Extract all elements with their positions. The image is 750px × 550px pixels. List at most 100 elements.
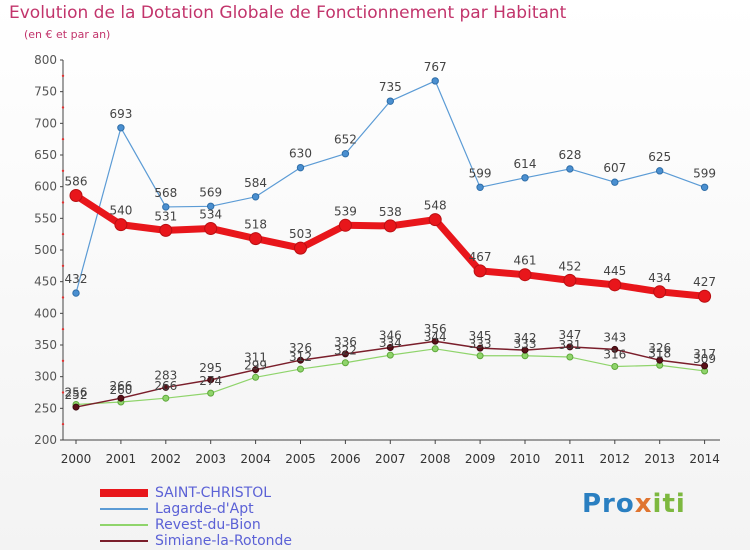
x-tick-label: 2007 [375, 452, 406, 466]
data-label: 693 [109, 107, 132, 121]
data-point [386, 97, 394, 105]
x-tick-label: 2002 [151, 452, 182, 466]
data-label: 345 [469, 329, 492, 343]
x-tick-label: 2012 [600, 452, 631, 466]
brand-logo: Proxiti [582, 489, 686, 519]
legend-swatch [100, 489, 148, 497]
data-point [207, 376, 215, 384]
data-label: 534 [199, 207, 222, 221]
data-point [476, 183, 484, 192]
x-tick-label: 2008 [420, 452, 451, 466]
data-label: 452 [558, 259, 581, 273]
series-0 [69, 189, 712, 303]
data-label: 599 [693, 166, 716, 180]
data-label: 538 [379, 205, 402, 219]
data-label: 467 [469, 250, 492, 264]
data-point [566, 343, 574, 351]
data-point [431, 337, 439, 345]
y-tick-label: 700 [34, 116, 57, 130]
series-1 [72, 77, 709, 297]
data-label: 630 [289, 147, 312, 161]
data-label: 333 [514, 337, 537, 351]
data-label: 316 [603, 348, 626, 362]
data-label: 568 [154, 186, 177, 200]
data-point [338, 218, 352, 232]
data-point [72, 289, 80, 297]
data-point [656, 356, 664, 364]
data-label: 652 [334, 133, 357, 147]
data-point [521, 352, 529, 360]
y-tick-label: 550 [34, 211, 57, 225]
data-point [473, 264, 487, 278]
data-label: 427 [693, 275, 716, 289]
data-label: 317 [693, 347, 716, 361]
y-tick-label: 300 [34, 370, 57, 384]
data-label: 614 [514, 157, 537, 171]
series-0-labels: 586 540 531 534 518 503 539 538 548 467 461 452 445 4… [65, 175, 717, 290]
data-label: 540 [109, 204, 132, 218]
data-label: 599 [469, 166, 492, 180]
data-point [341, 350, 349, 358]
y-tick-label: 650 [34, 148, 57, 162]
data-label: 434 [648, 271, 671, 285]
data-label: 274 [199, 374, 222, 388]
data-label: 461 [514, 254, 537, 268]
data-point [117, 394, 125, 402]
y-tick-label: 250 [34, 401, 57, 415]
data-label: 318 [648, 346, 671, 360]
data-point [656, 167, 664, 175]
y-minor-tick [61, 201, 65, 204]
data-point [386, 351, 394, 359]
y-minor-tick [61, 74, 65, 78]
series-1-labels: 432 693 568 569 584 630 652 735 767 599 614 628 607 6… [65, 60, 717, 286]
data-point [297, 356, 304, 364]
data-label: 260 [109, 383, 132, 397]
data-point [249, 232, 263, 246]
data-point [611, 178, 619, 186]
x-tick-label: 2006 [330, 452, 361, 466]
y-axis-ticks: 200 250 300 350 400 450 500 550 600 650 700 750 800 [34, 53, 65, 447]
data-label: 326 [648, 341, 671, 355]
chart-subtitle: (en € et par an) [24, 28, 111, 41]
y-minor-tick [61, 327, 65, 331]
data-point [69, 189, 83, 203]
data-label: 266 [109, 379, 132, 393]
data-point [521, 174, 529, 182]
data-label: 432 [65, 272, 88, 286]
data-point [653, 285, 667, 299]
data-point [162, 383, 170, 391]
data-point [431, 345, 439, 353]
data-point [608, 278, 622, 292]
data-point [294, 241, 307, 255]
y-tick-label: 500 [34, 243, 57, 257]
data-label: 356 [424, 322, 447, 336]
data-label: 342 [514, 331, 537, 345]
data-point [117, 124, 125, 132]
x-tick-label: 2004 [240, 452, 271, 466]
x-tick-label: 2001 [106, 452, 137, 466]
data-label: 326 [289, 341, 312, 355]
chart-title: Evolution de la Dotation Globale de Fonc… [9, 3, 567, 23]
data-label: 295 [199, 361, 222, 375]
data-label: 586 [65, 175, 88, 189]
line-chart: 2002503003504004505005506006507007508002… [34, 53, 720, 466]
data-point [297, 365, 304, 373]
legend-label: Simiane-la-Rotonde [155, 533, 293, 549]
legend-label: Lagarde-d'Apt [155, 501, 254, 517]
data-label: 312 [289, 350, 312, 364]
y-minor-tick [61, 359, 65, 363]
y-minor-tick [61, 106, 65, 109]
data-label: 283 [154, 368, 177, 382]
legend-label: SAINT-CHRISTOL [155, 485, 272, 501]
data-label: 607 [603, 161, 626, 175]
data-label: 531 [154, 209, 177, 223]
data-label: 548 [424, 199, 447, 213]
y-minor-tick [61, 296, 65, 299]
y-tick-label: 750 [34, 85, 57, 99]
x-tick-label: 2000 [61, 452, 92, 466]
data-point [341, 150, 350, 158]
data-label: 347 [558, 328, 581, 342]
data-point [162, 394, 170, 402]
